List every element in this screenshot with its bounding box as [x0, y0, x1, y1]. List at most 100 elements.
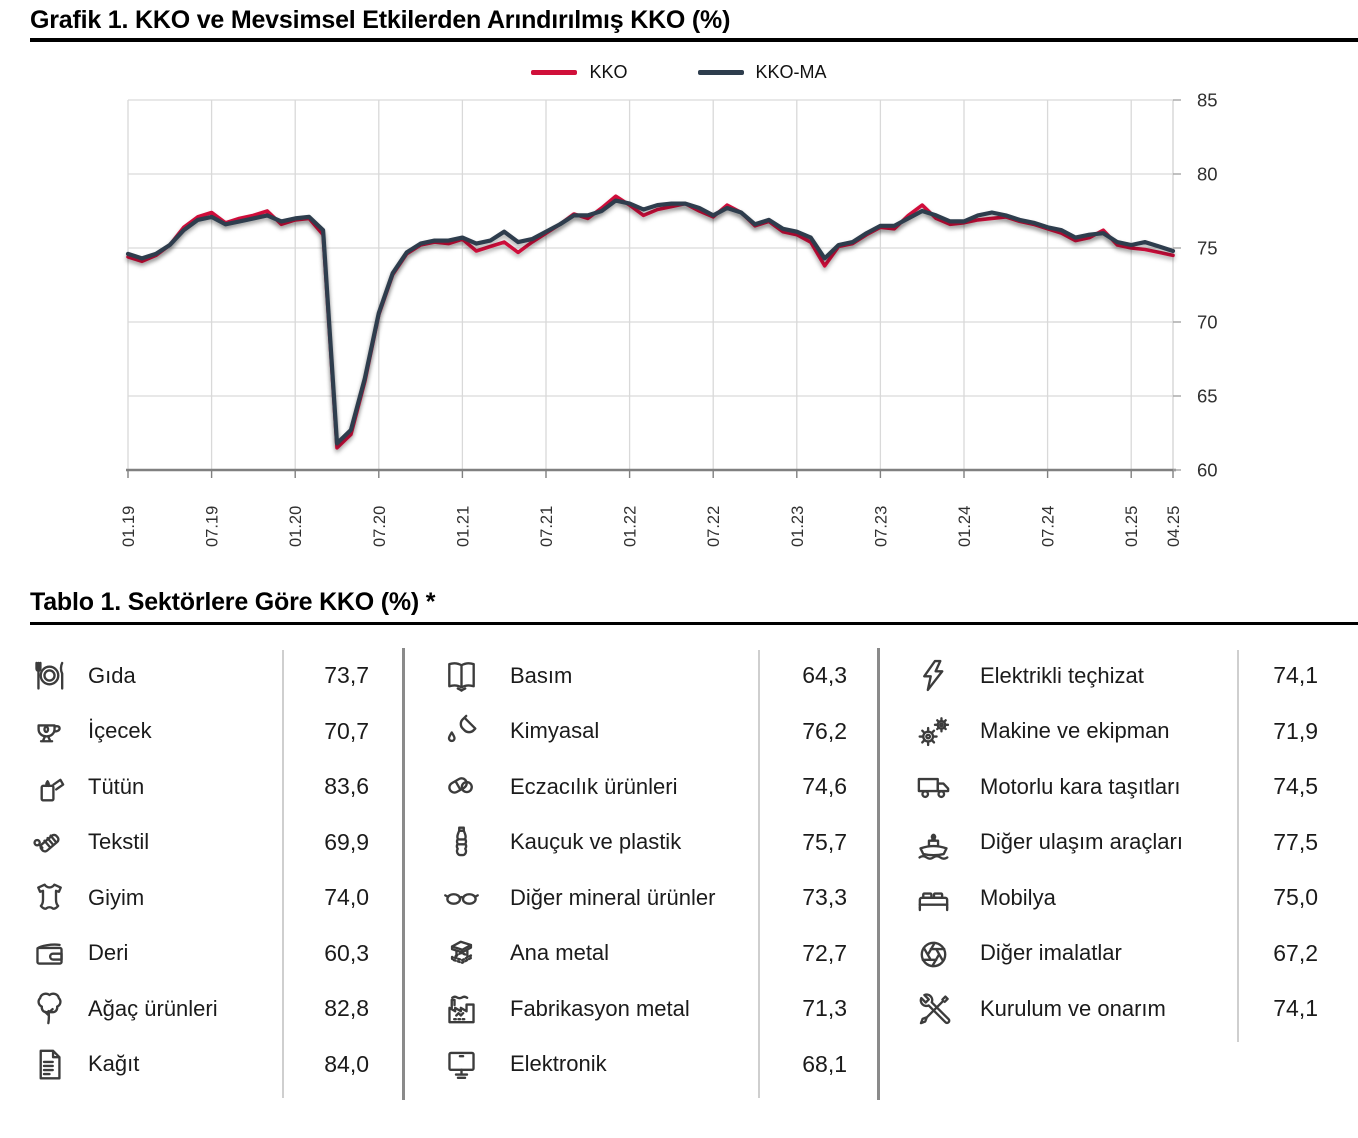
sector-label: Kurulum ve onarım [980, 995, 1166, 1021]
table-row: Kurulum ve onarım 74,1 [905, 981, 1330, 1037]
table-row: Mobilya 75,0 [905, 870, 1330, 926]
table-group-divider [877, 648, 880, 1100]
sector-value: 73,3 [802, 884, 847, 911]
sector-label: Elektrikli teçhizat [980, 662, 1144, 688]
value-divider [758, 650, 760, 1098]
svg-text:85: 85 [1197, 90, 1218, 111]
table-row: Ana metal 72,7 [430, 926, 878, 982]
sector-value: 75,0 [1273, 884, 1318, 911]
sector-value: 70,7 [324, 717, 369, 744]
table-row: Eczacılık ürünleri 74,6 [430, 759, 878, 815]
sector-label: Diğer mineral ürünler [510, 884, 716, 910]
svg-text:75: 75 [1197, 238, 1218, 259]
value-divider [282, 650, 284, 1098]
table-row: Diğer ulaşım araçları 77,5 [905, 815, 1330, 871]
sector-label: Ağaç ürünleri [88, 995, 218, 1021]
svg-text:80: 80 [1197, 164, 1218, 185]
steel-beam-icon [430, 934, 494, 973]
truck-icon [905, 767, 966, 806]
svg-text:07.23: 07.23 [872, 506, 890, 547]
sector-label: Eczacılık ürünleri [510, 773, 678, 799]
sector-value: 74,1 [1273, 662, 1318, 689]
sector-label: Elektronik [510, 1051, 607, 1077]
sector-value: 77,5 [1273, 828, 1318, 855]
sector-value: 82,8 [324, 995, 369, 1022]
sector-value: 84,0 [324, 1050, 369, 1077]
sector-label: Basım [510, 662, 573, 688]
table-row: Diğer imalatlar 67,2 [905, 926, 1330, 982]
legend-item-kko-ma: KKO-MA [697, 62, 827, 83]
table-row: Deri 60,3 [30, 926, 403, 982]
sector-value: 60,3 [324, 939, 369, 966]
table-title-rule [30, 622, 1358, 625]
sector-value: 74,0 [324, 884, 369, 911]
sector-label: Ana metal [510, 940, 610, 966]
table-row: Elektrikli teçhizat 74,1 [905, 648, 1330, 704]
sector-label: Gıda [88, 662, 136, 688]
sector-value: 74,1 [1273, 995, 1318, 1022]
table-row: Diğer mineral ürünler 73,3 [430, 870, 878, 926]
sector-value: 71,3 [802, 995, 847, 1022]
sector-label: Diğer imalatlar [980, 940, 1122, 966]
sector-value: 74,6 [802, 773, 847, 800]
sector-value: 74,5 [1273, 773, 1318, 800]
sector-label: Mobilya [980, 884, 1056, 910]
svg-text:01.19: 01.19 [120, 506, 138, 547]
printing-icon [430, 656, 494, 695]
sector-label: Diğer ulaşım araçları [980, 829, 1183, 855]
table-title: Tablo 1. Sektörlere Göre KKO (%) * [30, 588, 436, 616]
food-icon [30, 656, 82, 695]
sector-value: 68,1 [802, 1050, 847, 1077]
svg-text:01.23: 01.23 [789, 506, 807, 547]
svg-text:70: 70 [1197, 312, 1218, 333]
bed-icon [905, 878, 966, 917]
table-row: Basım 64,3 [430, 648, 878, 704]
tobacco-icon [30, 767, 82, 806]
sector-label: Motorlu kara taşıtları [980, 773, 1181, 799]
lightning-icon [905, 656, 966, 695]
svg-text:07.21: 07.21 [538, 506, 556, 547]
value-divider [1237, 650, 1239, 1042]
paper-icon [30, 1045, 82, 1084]
chemical-icon [430, 712, 494, 751]
sector-value: 72,7 [802, 939, 847, 966]
svg-text:65: 65 [1197, 386, 1218, 407]
svg-text:60: 60 [1197, 460, 1218, 481]
table-row: Tekstil 69,9 [30, 815, 403, 871]
factory-icon [430, 989, 494, 1028]
svg-text:01.25: 01.25 [1123, 506, 1141, 547]
sector-value: 69,9 [324, 828, 369, 855]
table-row: Fabrikasyon metal 71,3 [430, 981, 878, 1037]
table-row: İçecek 70,7 [30, 704, 403, 760]
gears-icon [905, 712, 966, 751]
textile-icon [30, 823, 82, 862]
leather-icon [30, 934, 82, 973]
sector-label: İçecek [88, 718, 152, 744]
table-row: Motorlu kara taşıtları 74,5 [905, 759, 1330, 815]
glasses-icon [430, 878, 494, 917]
table-row: Tütün 83,6 [30, 759, 403, 815]
table-column-2: Basım 64,3 Kimyasal 76,2 Eczacılık ürünl… [430, 648, 878, 1098]
chart-title: Grafik 1. KKO ve Mevsimsel Etkilerden Ar… [30, 6, 731, 34]
table-row: Makine ve ekipman 71,9 [905, 704, 1330, 760]
sector-label: Tekstil [88, 829, 150, 855]
table-row: Gıda 73,7 [30, 648, 403, 704]
ship-icon [905, 823, 966, 862]
kko-line-chart: 01.19 07.19 01.20 07.20 01.21 07.21 01.22 07.22… [120, 90, 1218, 548]
legend-label-kko: KKO [589, 62, 628, 82]
sector-value: 75,7 [802, 828, 847, 855]
table-row: Kağıt 84,0 [30, 1037, 403, 1093]
sector-value: 76,2 [802, 717, 847, 744]
table-row: Kimyasal 76,2 [430, 704, 878, 760]
table-column-1: Gıda 73,7 İçecek 70,7 Tütün 83,6 Tekstil… [30, 648, 403, 1098]
pharma-icon [430, 767, 494, 806]
table-row: Giyim 74,0 [30, 870, 403, 926]
svg-text:07.22: 07.22 [705, 506, 723, 547]
plastic-bottle-icon [430, 823, 494, 862]
table-row: Elektronik 68,1 [430, 1037, 878, 1093]
chart-legend: KKO KKO-MA [0, 62, 1358, 83]
table-column-3: Elektrikli teçhizat 74,1 Makine ve ekipm… [905, 648, 1330, 1042]
svg-text:01.24: 01.24 [956, 506, 974, 547]
kko-line-swatch [531, 70, 578, 75]
